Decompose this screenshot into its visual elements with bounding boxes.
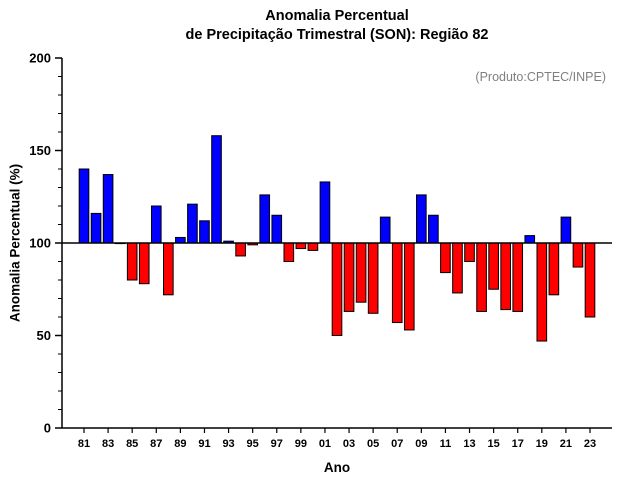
bar-1990 [187, 203, 198, 244]
y-tick-label: 200 [29, 51, 51, 66]
bar-1989 [175, 236, 186, 244]
bar-2006 [379, 216, 391, 244]
bar-2010 [428, 214, 439, 244]
bar-2002 [331, 242, 343, 336]
bar-1988 [163, 242, 174, 296]
x-tick-label: 91 [198, 438, 210, 450]
bar-2020 [548, 242, 560, 296]
x-tick-label: 19 [536, 438, 548, 450]
bar-1991 [199, 220, 210, 244]
x-tick-label: 99 [295, 438, 307, 450]
x-tick-label: 83 [102, 438, 114, 450]
bar-1994 [235, 242, 246, 257]
chart-title-line2: de Precipitação Trimestral (SON): Região… [185, 27, 489, 43]
bar-1999 [295, 242, 307, 250]
bar-2016 [500, 242, 511, 311]
bar-2000 [307, 242, 319, 251]
x-tick-label: 89 [174, 438, 186, 450]
x-tick-label: 15 [487, 438, 499, 450]
x-tick-label: 21 [560, 438, 572, 450]
chart-title-line1: Anomalia Percentual [265, 8, 409, 24]
x-tick-label: 95 [247, 438, 259, 450]
x-tick-label: 09 [415, 438, 427, 450]
x-tick-label: 17 [512, 438, 524, 450]
bar-2009 [416, 194, 427, 244]
x-tick-label: 13 [463, 438, 475, 450]
x-tick-label: 03 [343, 438, 355, 450]
bar-1982 [90, 212, 102, 244]
x-tick-label: 97 [271, 438, 283, 450]
bar-1983 [102, 174, 114, 244]
bar-2004 [355, 242, 367, 303]
x-tick-label: 85 [126, 438, 138, 450]
bar-2022 [572, 242, 584, 268]
x-tick-label: 05 [367, 438, 379, 450]
bar-2021 [560, 216, 572, 244]
bar-2019 [536, 242, 548, 342]
bar-2023 [584, 242, 596, 318]
bar-1986 [138, 242, 150, 285]
bar-2017 [512, 242, 524, 312]
x-axis-label: Ano [323, 460, 351, 475]
bar-2014 [476, 242, 487, 312]
y-tick-label: 150 [29, 143, 51, 158]
bar-1996 [259, 194, 271, 244]
bar-2005 [367, 242, 379, 314]
x-tick-label: 07 [391, 438, 403, 450]
y-tick-label: 100 [29, 236, 51, 251]
bar-1998 [283, 242, 295, 262]
bar-1981 [78, 168, 90, 244]
y-tick-label: 0 [44, 421, 51, 436]
bar-2008 [403, 242, 415, 331]
bar-2011 [440, 242, 451, 274]
bar-1992 [211, 135, 222, 244]
bar-2015 [488, 242, 499, 290]
x-tick-label: 01 [319, 438, 331, 450]
x-tick-label: 87 [150, 438, 162, 450]
x-tick-label: 11 [440, 438, 452, 450]
y-tick-label: 50 [37, 328, 51, 343]
bar-2018 [524, 235, 536, 244]
source-annotation: (Produto:CPTEC/INPE) [475, 70, 606, 84]
bar-1987 [150, 205, 162, 244]
bar-1985 [126, 242, 138, 281]
x-tick-label: 93 [222, 438, 234, 450]
bar-2012 [452, 242, 463, 294]
x-tick-label: 81 [78, 438, 90, 450]
x-tick-label: 23 [584, 438, 596, 450]
bar-2013 [464, 242, 475, 262]
bar-2003 [343, 242, 355, 312]
y-axis-label: Anomalia Percentual (%) [7, 163, 23, 323]
bar-2007 [391, 242, 403, 324]
bar-1997 [271, 214, 283, 244]
bar-2001 [319, 181, 331, 244]
